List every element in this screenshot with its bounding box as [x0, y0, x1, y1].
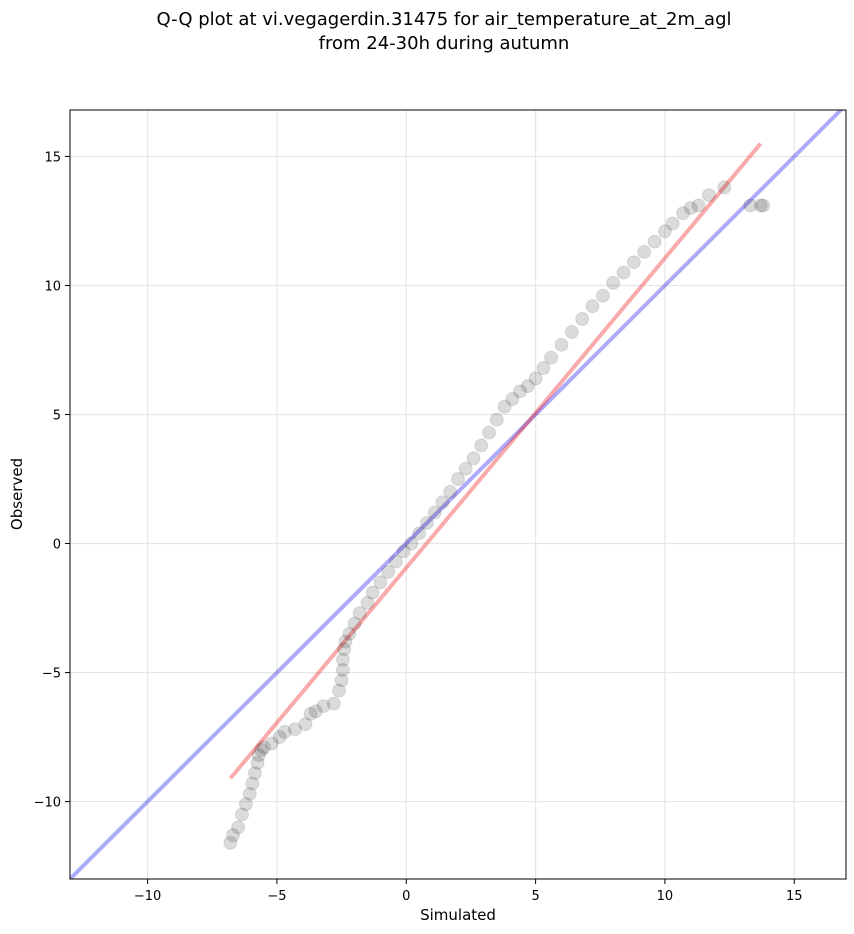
- data-point: [288, 722, 303, 737]
- chart-subtitle: from 24-30h during autumn: [319, 33, 570, 54]
- data-point: [606, 275, 621, 290]
- data-point: [298, 717, 313, 732]
- x-tick-label: 5: [531, 889, 539, 904]
- data-point: [701, 188, 716, 203]
- data-point: [347, 616, 362, 631]
- data-point: [419, 515, 434, 530]
- y-tick-label: 10: [44, 279, 61, 294]
- data-point: [753, 198, 768, 213]
- data-point: [489, 412, 504, 427]
- data-point: [264, 736, 279, 751]
- data-points: [223, 180, 771, 850]
- data-point: [482, 425, 497, 440]
- x-axis-label: Simulated: [420, 906, 496, 924]
- grid: [70, 110, 846, 879]
- data-point: [223, 835, 238, 850]
- data-point: [458, 461, 473, 476]
- data-point: [404, 536, 419, 551]
- axis-ticks: −10 −5 0 5 10 15 −10 −5 0 5 10 15: [34, 150, 803, 904]
- data-point: [231, 820, 246, 835]
- plot-frame: [69, 109, 847, 880]
- data-point: [373, 575, 388, 590]
- data-point: [564, 324, 579, 339]
- data-point: [257, 740, 271, 755]
- data-point: [657, 224, 672, 239]
- data-point: [316, 699, 331, 714]
- data-point: [743, 198, 758, 213]
- data-point: [683, 201, 698, 216]
- data-point: [544, 350, 559, 365]
- data-point: [626, 255, 641, 270]
- data-point: [352, 606, 367, 621]
- data-point: [585, 299, 600, 314]
- data-point: [277, 724, 292, 739]
- data-point: [616, 265, 631, 280]
- data-point: [717, 180, 732, 195]
- x-tick-label: −5: [267, 889, 286, 904]
- data-point: [332, 683, 347, 698]
- plot-area: [70, 110, 844, 879]
- data-point: [595, 288, 610, 303]
- data-point: [342, 626, 357, 641]
- x-tick-label: 15: [786, 889, 803, 904]
- data-point: [443, 484, 458, 499]
- y-axis-label: Observed: [8, 458, 26, 530]
- data-point: [474, 438, 489, 453]
- y-tick-label: −5: [42, 667, 61, 682]
- data-point: [235, 807, 250, 822]
- data-point: [225, 828, 240, 843]
- x-tick-label: −10: [134, 889, 161, 904]
- data-point: [412, 526, 427, 541]
- data-point: [254, 742, 269, 757]
- data-point: [242, 786, 257, 801]
- y-tick-label: 15: [44, 150, 61, 165]
- data-point: [245, 776, 260, 791]
- data-point: [554, 337, 569, 352]
- data-point: [536, 361, 551, 376]
- data-point: [251, 748, 266, 763]
- data-point: [250, 755, 265, 770]
- x-tick-label: 0: [402, 889, 410, 904]
- data-point: [360, 595, 375, 610]
- data-point: [381, 564, 396, 579]
- data-point: [665, 216, 680, 231]
- data-point: [303, 706, 318, 721]
- y-tick-label: 0: [53, 538, 61, 553]
- data-point: [326, 696, 341, 711]
- data-point: [272, 730, 287, 745]
- data-point: [335, 652, 350, 667]
- data-point: [637, 244, 652, 259]
- data-point: [396, 544, 411, 559]
- identity-line: [70, 110, 844, 879]
- data-point: [338, 634, 353, 649]
- data-point: [308, 704, 323, 719]
- chart-title: Q-Q plot at vi.vegagerdin.31475 for air_…: [157, 9, 732, 30]
- data-point: [505, 392, 520, 407]
- data-point: [337, 642, 352, 657]
- data-point: [528, 371, 543, 386]
- data-point: [335, 662, 350, 677]
- data-point: [676, 206, 691, 221]
- data-point: [435, 495, 450, 510]
- fit-line: [228, 142, 763, 780]
- data-point: [513, 384, 528, 399]
- data-point: [238, 797, 253, 812]
- data-point: [247, 766, 262, 781]
- data-point: [451, 472, 465, 487]
- data-point: [497, 399, 512, 414]
- y-tick-label: −10: [34, 796, 61, 811]
- data-point: [647, 234, 662, 249]
- x-tick-label: 10: [657, 889, 674, 904]
- data-point: [365, 585, 380, 600]
- data-point: [756, 198, 771, 213]
- data-point: [691, 198, 706, 213]
- data-point: [575, 312, 590, 327]
- data-point: [334, 673, 349, 688]
- data-point: [466, 451, 481, 466]
- data-point: [520, 379, 535, 394]
- y-tick-label: 5: [53, 409, 61, 424]
- data-point: [427, 505, 442, 520]
- data-point: [388, 554, 403, 569]
